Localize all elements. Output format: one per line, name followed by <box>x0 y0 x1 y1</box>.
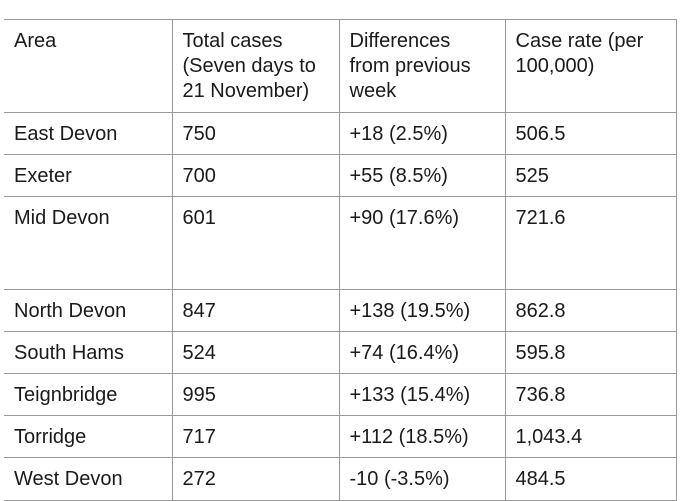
cell-difference: +74 (16.4%) <box>338 331 506 374</box>
header-differences: Differences from previous week <box>338 19 506 113</box>
cell-case-rate: 595.8 <box>504 331 677 374</box>
cell-area: Exeter <box>4 154 173 197</box>
table-row: West Devon 272 -10 (-3.5%) 484.5 <box>4 457 677 501</box>
cell-case-rate: 736.8 <box>504 373 677 416</box>
table-header-row: Area Total cases (Seven days to 21 Novem… <box>4 19 677 113</box>
cell-area: South Hams <box>4 331 173 374</box>
cell-total-cases: 717 <box>171 415 340 458</box>
cell-case-rate: 862.8 <box>504 289 677 332</box>
cell-total-cases: 272 <box>171 457 340 501</box>
cell-difference: +55 (8.5%) <box>338 154 506 197</box>
cell-difference: +90 (17.6%) <box>338 196 506 290</box>
cell-total-cases: 700 <box>171 154 340 197</box>
cell-area: Mid Devon <box>4 196 173 290</box>
cell-area: Teignbridge <box>4 373 173 416</box>
table-row: East Devon 750 +18 (2.5%) 506.5 <box>4 112 677 155</box>
table-row: Exeter 700 +55 (8.5%) 525 <box>4 154 677 197</box>
cell-area: West Devon <box>4 457 173 501</box>
table-row: Teignbridge 995 +133 (15.4%) 736.8 <box>4 373 677 416</box>
table-row: Mid Devon 601 +90 (17.6%) 721.6 <box>4 196 677 290</box>
cell-total-cases: 601 <box>171 196 340 290</box>
table-row: North Devon 847 +138 (19.5%) 862.8 <box>4 289 677 332</box>
table-row: Torridge 717 +112 (18.5%) 1,043.4 <box>4 415 677 458</box>
cell-total-cases: 524 <box>171 331 340 374</box>
cell-total-cases: 750 <box>171 112 340 155</box>
cell-case-rate: 721.6 <box>504 196 677 290</box>
header-area: Area <box>4 19 173 113</box>
cell-case-rate: 484.5 <box>504 457 677 501</box>
cell-total-cases: 847 <box>171 289 340 332</box>
cell-total-cases: 995 <box>171 373 340 416</box>
table-row: South Hams 524 +74 (16.4%) 595.8 <box>4 331 677 374</box>
cell-difference: +18 (2.5%) <box>338 112 506 155</box>
cell-difference: +133 (15.4%) <box>338 373 506 416</box>
cell-difference: +112 (18.5%) <box>338 415 506 458</box>
cell-area: Torridge <box>4 415 173 458</box>
cell-case-rate: 1,043.4 <box>504 415 677 458</box>
cell-area: North Devon <box>4 289 173 332</box>
header-total-cases: Total cases (Seven days to 21 November) <box>171 19 340 113</box>
cell-difference: -10 (-3.5%) <box>338 457 506 501</box>
cell-case-rate: 525 <box>504 154 677 197</box>
cell-case-rate: 506.5 <box>504 112 677 155</box>
cell-difference: +138 (19.5%) <box>338 289 506 332</box>
header-case-rate: Case rate (per 100,000) <box>504 19 677 113</box>
covid-cases-table: Area Total cases (Seven days to 21 Novem… <box>4 19 677 501</box>
cell-area: East Devon <box>4 112 173 155</box>
